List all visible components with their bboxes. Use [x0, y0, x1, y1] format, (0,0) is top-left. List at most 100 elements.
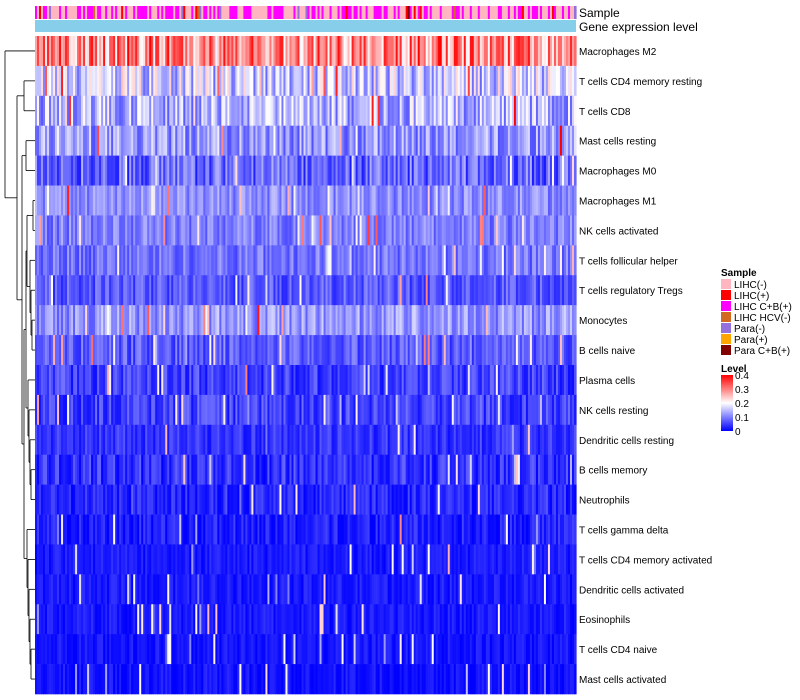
heatmap-cell [427, 95, 431, 127]
heatmap-cell [345, 125, 349, 156]
heatmap-cell [133, 245, 136, 276]
heatmap-cell [485, 95, 489, 127]
heatmap-cell [533, 335, 537, 366]
heatmap-cell [307, 335, 311, 366]
heatmap-cell [465, 125, 469, 156]
heatmap-cell [419, 484, 423, 515]
heatmap-cell [369, 155, 373, 186]
heatmap-cell [199, 95, 202, 127]
sample-annotation-cell [103, 6, 106, 19]
heatmap-cell [393, 365, 397, 396]
heatmap-cell [449, 36, 453, 67]
heatmap-cell [173, 514, 176, 545]
heatmap-cell [363, 514, 367, 545]
heatmap-cell [529, 95, 533, 127]
heatmap-cell [477, 65, 481, 97]
heatmap-cell [443, 215, 447, 246]
heatmap-cell [327, 245, 331, 276]
heatmap-cell [69, 544, 72, 575]
heatmap-cell [65, 514, 68, 545]
heatmap-cell [317, 305, 321, 336]
heatmap-cell [267, 125, 271, 156]
heatmap-cell [253, 365, 256, 396]
heatmap-cell [63, 424, 66, 456]
heatmap-cell [267, 484, 271, 515]
sample-annotation-cell [505, 6, 509, 19]
heatmap-cell [157, 275, 160, 306]
heatmap-cell [97, 245, 100, 276]
sample-annotation-cell [153, 6, 156, 19]
heatmap-cell [427, 65, 431, 97]
sample-annotation-cell [211, 6, 214, 19]
heatmap-cell [411, 65, 415, 97]
heatmap-cell [505, 424, 509, 456]
heatmap-cell [459, 365, 463, 396]
heatmap-cell [325, 394, 329, 426]
heatmap-cell [201, 275, 204, 306]
heatmap-cell [77, 215, 80, 246]
heatmap-cell [363, 36, 367, 67]
heatmap-cell [485, 185, 489, 216]
heatmap-cell [343, 36, 347, 67]
heatmap-cell [397, 305, 401, 336]
heatmap-cell [303, 305, 307, 336]
heatmap-cell [49, 484, 52, 515]
heatmap-cell [417, 365, 421, 396]
sample-annotation-cell [539, 6, 543, 19]
heatmap-cell [333, 424, 337, 456]
heatmap-cell [285, 185, 289, 216]
heatmap-cell [213, 514, 216, 545]
heatmap-cell [571, 215, 575, 246]
heatmap-cell [449, 245, 453, 276]
heatmap-cell [43, 125, 46, 156]
heatmap-cell [107, 245, 110, 276]
heatmap-cell [141, 36, 144, 67]
heatmap-cell [183, 155, 186, 186]
heatmap-cell [447, 365, 451, 396]
heatmap-cell [313, 125, 317, 156]
heatmap-cell [561, 305, 565, 336]
sample-annotation-cell [197, 6, 200, 19]
heatmap-cell [521, 65, 525, 97]
heatmap-cell [211, 365, 214, 396]
heatmap-cell [79, 65, 82, 97]
heatmap-cell [203, 275, 206, 306]
heatmap-cell [557, 275, 561, 306]
heatmap-cell [137, 155, 140, 186]
heatmap-cell [463, 245, 467, 276]
heatmap-cell [453, 275, 457, 306]
heatmap-cell [195, 335, 198, 366]
heatmap-cell [545, 484, 549, 515]
heatmap-cell [545, 36, 549, 67]
heatmap-cell [85, 544, 88, 575]
heatmap-cell [545, 424, 549, 456]
heatmap-cell [547, 36, 551, 67]
heatmap-cell [471, 36, 475, 67]
heatmap-cell [157, 125, 160, 156]
heatmap-cell [287, 514, 291, 545]
heatmap-cell [331, 484, 335, 515]
heatmap-cell [523, 185, 527, 216]
heatmap-cell [329, 365, 333, 396]
heatmap-cell [247, 514, 250, 545]
heatmap-cell [75, 155, 78, 186]
heatmap-cell [221, 275, 224, 306]
heatmap-cell [61, 335, 64, 366]
heatmap-cell [79, 155, 82, 186]
heatmap-cell [413, 305, 417, 336]
heatmap-cell [345, 185, 349, 216]
heatmap-cell [257, 424, 261, 456]
heatmap-cell [293, 215, 297, 246]
heatmap-cell [379, 514, 383, 545]
heatmap-cell [567, 275, 571, 306]
heatmap-cell [153, 215, 156, 246]
heatmap-cell [475, 305, 479, 336]
heatmap-cell [207, 185, 210, 216]
heatmap-cell [117, 125, 120, 156]
heatmap-cell [251, 245, 254, 276]
heatmap-cell [363, 95, 367, 127]
heatmap-cell [203, 394, 206, 426]
heatmap-cell [199, 484, 202, 515]
heatmap-cell [113, 514, 116, 545]
heatmap-cell [391, 394, 395, 426]
